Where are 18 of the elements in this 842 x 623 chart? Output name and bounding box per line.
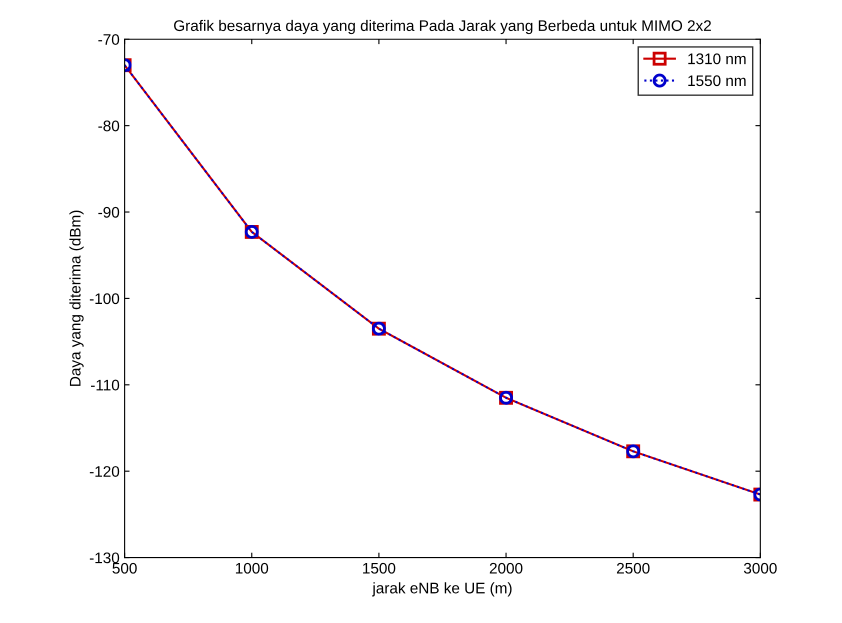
x-tick-label: 1500 [363,562,396,574]
x-axis-title: jarak eNB ke UE (m) [372,582,512,596]
y-tick-label: -110 [90,380,120,390]
legend-label: 1550 nm [688,75,746,86]
y-tick-label: -80 [98,120,120,132]
x-tick-label: 2000 [490,562,522,574]
x-tick-label: 1000 [236,562,268,574]
x-tick-label: 500 [112,562,137,574]
y-axis-title: Daya yang diterima (dBm) [69,210,84,386]
chart-title: Grafik besarnya daya yang diterima Pada Jarak yang Berbeda untuk MIMO 2x2 [174,20,711,34]
x-tick-label: 2500 [616,562,650,574]
y-tick-label: -90 [98,206,120,218]
y-tick-label: -130 [90,552,120,564]
y-tick-label: -100 [90,293,120,304]
y-tick-label: -120 [90,466,120,477]
legend-label: 1310 nm [688,53,746,64]
x-tick-label: 3000 [744,562,777,574]
y-tick-label: -70 [98,34,120,45]
